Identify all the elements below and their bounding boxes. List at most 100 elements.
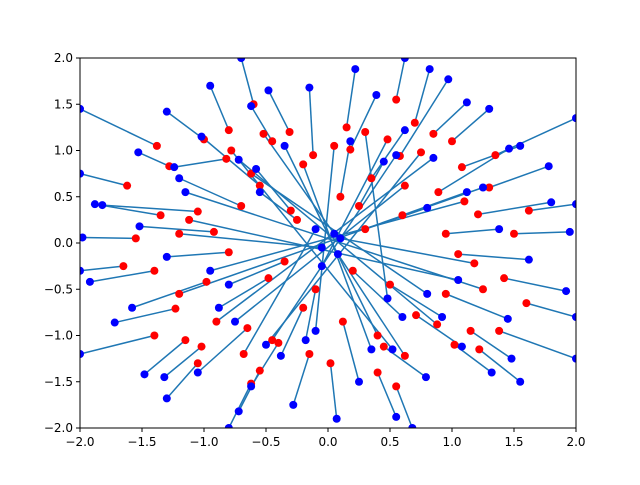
segment-line (80, 265, 124, 272)
start-point (255, 366, 264, 375)
y-tick-label: 1.0 (54, 144, 73, 158)
segment-line (179, 233, 322, 249)
segment-line (340, 237, 475, 265)
end-point (544, 162, 553, 171)
end-point (367, 345, 376, 354)
y-axis: −2.0 −1.5 −1.0 −0.5 0.0 0.5 1.0 1.5 2.0 (44, 51, 80, 435)
start-point (193, 207, 202, 216)
segment-line (80, 172, 128, 187)
end-point (379, 157, 388, 166)
end-point (516, 377, 525, 386)
segment-line (308, 87, 314, 156)
end-point (80, 104, 84, 113)
end-point (457, 342, 466, 351)
start-point (491, 151, 500, 160)
end-point (181, 188, 190, 197)
end-point (336, 234, 345, 243)
end-point (487, 368, 496, 377)
end-point (280, 141, 289, 150)
end-point (197, 132, 206, 141)
segment-line (166, 362, 199, 399)
start-point (379, 342, 388, 351)
segment-line (243, 228, 317, 355)
end-point (400, 126, 409, 135)
end-point (333, 250, 342, 259)
start-point (171, 304, 180, 313)
end-point (162, 107, 171, 116)
segment-line (114, 307, 176, 324)
end-point (134, 148, 143, 157)
end-point (524, 255, 533, 264)
start-point (181, 336, 190, 345)
start-point (197, 342, 206, 351)
start-point (386, 280, 394, 289)
start-point (412, 311, 421, 320)
start-point (212, 317, 221, 326)
segment-line (451, 108, 490, 142)
y-tick-label: 1.5 (54, 97, 73, 111)
end-point (237, 58, 246, 62)
end-point (252, 165, 261, 173)
y-tick-label: 0.0 (54, 236, 73, 250)
end-point (425, 65, 434, 74)
start-point (280, 257, 289, 266)
end-point (80, 169, 84, 178)
segment-line (395, 58, 406, 100)
segment-line (259, 191, 298, 221)
end-point (224, 280, 233, 289)
end-point (572, 114, 576, 123)
segment-line (445, 293, 509, 320)
end-point (351, 65, 360, 74)
segment-line (80, 108, 158, 147)
end-point (301, 336, 310, 345)
segment-line (238, 159, 438, 325)
end-point (330, 229, 339, 238)
x-tick-label: 0.5 (380, 435, 399, 449)
end-point (264, 86, 273, 95)
segment-line (174, 158, 227, 168)
start-point (522, 299, 531, 308)
end-point (98, 201, 107, 210)
x-tick-label: −1.0 (189, 435, 218, 449)
start-point (448, 137, 456, 146)
segment-line (228, 260, 285, 286)
start-point (202, 277, 211, 286)
segment-line (329, 363, 338, 419)
start-point (259, 129, 268, 138)
segment-line (370, 129, 406, 179)
start-point (268, 336, 277, 345)
x-tick-label: −0.5 (251, 435, 280, 449)
segment-line (178, 177, 242, 207)
start-point (392, 382, 401, 391)
start-point (361, 128, 370, 136)
start-point (485, 183, 494, 192)
end-point (408, 424, 417, 428)
end-point (516, 141, 525, 150)
end-point (110, 318, 119, 327)
segment-line (215, 157, 434, 323)
y-tick-label: −2.0 (44, 421, 73, 435)
start-point (466, 326, 475, 335)
end-point (206, 81, 215, 90)
start-point (243, 324, 252, 333)
end-point (507, 354, 516, 363)
end-point (355, 377, 363, 386)
start-point (237, 202, 246, 210)
end-point (547, 198, 556, 207)
segment-line (89, 270, 155, 283)
segment-line (267, 90, 291, 133)
segment-line (163, 346, 202, 378)
segment-line (271, 154, 397, 341)
plot-area (80, 58, 576, 428)
start-point (193, 359, 202, 368)
start-point (434, 188, 443, 197)
start-point (373, 368, 382, 377)
segment-line (228, 383, 252, 428)
start-point (239, 350, 248, 358)
end-point (400, 58, 409, 62)
start-point (454, 250, 463, 259)
start-point (524, 206, 533, 215)
start-point (475, 345, 484, 354)
segment-line (238, 370, 261, 412)
